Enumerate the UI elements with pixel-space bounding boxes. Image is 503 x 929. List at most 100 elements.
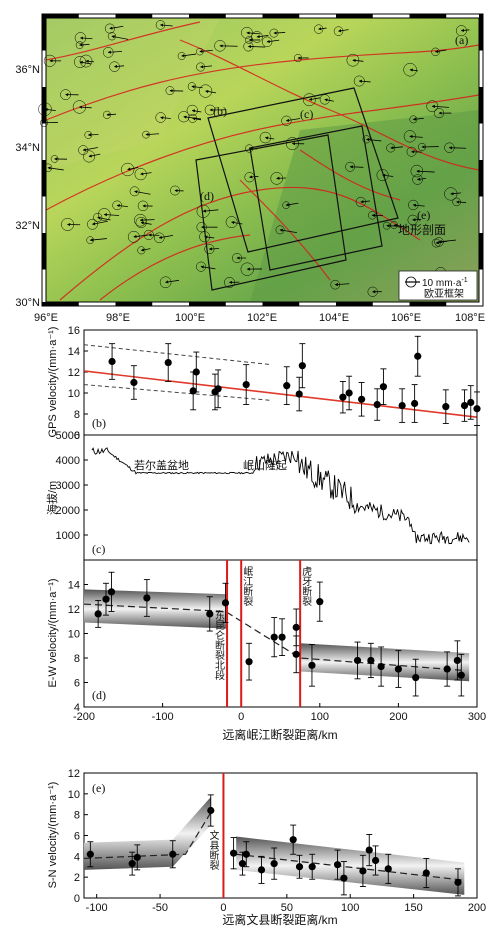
data-point (357, 395, 366, 403)
y-tick-label: 6 (74, 430, 80, 442)
y-tick-label: 10 (68, 629, 80, 641)
lon-tick: 102°E (247, 312, 277, 324)
data-point (214, 385, 222, 393)
uncertainty-band-west (84, 589, 228, 629)
data-point (442, 403, 450, 411)
x-tick-label: -100 (86, 902, 108, 914)
y-tick-label: 0 (74, 893, 80, 905)
data-point (460, 402, 469, 410)
trend-line-south (83, 812, 212, 860)
annotation-minshan-uplift: 岷山隆起 (243, 458, 287, 472)
panel-e: 0 2 4 6 8 10 12 -100 -50 0 50 100 150 200 文县断裂 (e) S-N… (47, 768, 486, 927)
data-point (443, 665, 451, 673)
data-point (367, 656, 375, 665)
profile-label-e: (e) (417, 208, 430, 222)
y-tick-label: 8 (74, 810, 80, 822)
data-point (270, 633, 278, 641)
data-point (359, 867, 367, 875)
data-point (308, 863, 316, 871)
x-tick-label: 300 (468, 711, 486, 723)
y-tick-label: 10 (68, 789, 80, 801)
data-point (283, 382, 291, 390)
profile-label-b: (b) (213, 104, 227, 118)
y-tick-label: 3000 (56, 480, 80, 492)
data-point (295, 863, 304, 871)
data-point (189, 387, 197, 395)
profile-box-d (195, 134, 347, 291)
data-point (143, 594, 151, 602)
x-tick-label: 0 (238, 711, 244, 723)
x-tick-label: 150 (404, 902, 422, 914)
uncertainty-band-south (84, 796, 211, 870)
data-point (454, 878, 462, 886)
data-point (128, 860, 136, 868)
x-tick-label: -50 (152, 902, 168, 914)
uncertainty-band-east (300, 643, 470, 682)
y-tick-label: 4 (74, 851, 80, 863)
data-point (414, 352, 422, 360)
profile-box-e (249, 125, 383, 271)
profile-caption: 地形剖面 (398, 223, 446, 237)
data-point (394, 665, 402, 673)
data-point (108, 357, 116, 366)
y-tick-label: 12 (68, 604, 80, 616)
y-tick-label: 5000 (56, 430, 80, 442)
data-point (107, 588, 116, 596)
data-point (242, 381, 250, 389)
lat-tick: 34°N (15, 142, 40, 154)
y-tick-label: 4000 (56, 455, 80, 467)
panel-b-label: (b) (92, 416, 106, 430)
lon-ticks: 96°E 98°E 100°E 102°E 104°E 106°E 108°E (34, 312, 485, 324)
lon-tick: 96°E (34, 312, 58, 324)
y-tick-label: 12 (68, 367, 80, 379)
data-point (298, 362, 306, 370)
gps-stations (38, 20, 470, 297)
data-point (207, 806, 215, 815)
data-point (379, 383, 388, 391)
data-point (467, 398, 475, 407)
panel-c: 1000 2000 3000 4000 5000 若尔盖盆地 岷山隆起 (c) 海拔/m (45, 430, 478, 561)
lon-tick: 104°E (319, 312, 349, 324)
data-point (373, 400, 381, 409)
profile-boxes (195, 87, 399, 291)
x-tick-label: 50 (281, 902, 293, 914)
y-tick-label: 16 (68, 325, 80, 337)
lon-tick: 108°E (455, 312, 485, 324)
x-tick-label: 200 (468, 902, 486, 914)
data-point (86, 850, 94, 858)
y-tick-label: 6 (74, 831, 80, 843)
data-point (316, 598, 324, 606)
data-point (164, 358, 172, 367)
x-tick-label: 100 (311, 711, 329, 723)
lon-tick: 106°E (391, 312, 421, 324)
panel-c-label: (c) (92, 542, 105, 556)
data-point (229, 849, 238, 857)
data-point (292, 650, 300, 658)
x-tick-label: 100 (341, 902, 359, 914)
panel-e-label: (e) (92, 781, 105, 795)
data-point (130, 378, 138, 387)
map-legend: 10 mm·a-1 欧亚框架 (398, 270, 478, 301)
y-tick-label: 14 (68, 580, 80, 592)
fault-wenxian-label: 文县断裂 (207, 829, 219, 871)
map-frame-checker (42, 14, 483, 306)
data-point (412, 674, 420, 682)
data-point (133, 853, 141, 861)
panel-d-xlabel: 远离岷江断裂距离/km (222, 727, 337, 742)
lat-tick: 32°N (15, 220, 40, 232)
fault-minjiang-label: 岷江断裂 (241, 566, 253, 607)
envelope-line (83, 344, 272, 366)
x-tick-label: 0 (220, 902, 226, 914)
fit-line (83, 370, 478, 418)
data-point (257, 866, 266, 874)
lat-ticks: 36°N 34°N 32°N 30°N (15, 64, 40, 309)
panel-d: 4 6 8 10 12 14 -200 -100 0 100 200 300 东昆仑断裂北段 岷江断裂 虎牙… (47, 559, 486, 742)
data-point (365, 846, 373, 854)
data-point (377, 662, 385, 671)
y-tick-label: 6 (74, 678, 80, 690)
x-tick-label: -200 (73, 711, 95, 723)
data-point (473, 405, 481, 413)
data-point (371, 856, 380, 865)
data-point (245, 658, 253, 666)
